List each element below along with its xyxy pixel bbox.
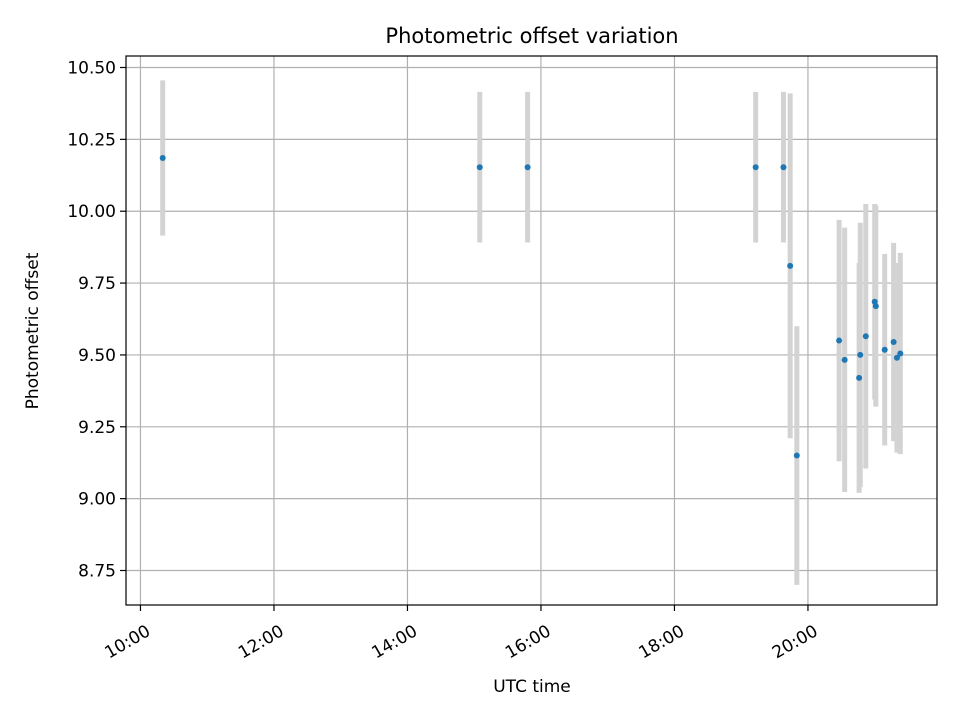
data-point xyxy=(159,155,166,162)
y-tick-label: 10.00 xyxy=(67,202,116,222)
y-tick-label: 10.25 xyxy=(67,130,116,150)
data-point xyxy=(890,338,897,345)
y-tick-label: 9.25 xyxy=(78,418,116,438)
y-axis-label: Photometric offset xyxy=(23,252,43,409)
data-point xyxy=(524,164,531,171)
plot-frame xyxy=(125,55,938,606)
data-point xyxy=(476,164,483,171)
data-point xyxy=(881,346,888,353)
y-tick-label: 10.50 xyxy=(67,58,116,78)
y-tick-label: 9.00 xyxy=(78,490,116,510)
data-point xyxy=(836,337,843,344)
chart-title: Photometric offset variation xyxy=(385,24,678,48)
data-point xyxy=(780,164,787,171)
y-tick-label: 8.75 xyxy=(78,562,116,582)
data-points xyxy=(159,155,904,459)
data-point xyxy=(872,303,879,310)
y-tick-label: 9.50 xyxy=(78,346,116,366)
data-point xyxy=(856,374,863,381)
data-point xyxy=(793,452,800,459)
data-point xyxy=(857,351,864,358)
data-point xyxy=(752,164,759,171)
data-point xyxy=(787,262,794,269)
data-point xyxy=(893,354,900,361)
plot-area xyxy=(126,56,937,605)
x-axis-label: UTC time xyxy=(493,677,571,697)
data-point xyxy=(862,333,869,340)
y-tick-label: 9.75 xyxy=(78,274,116,294)
data-point xyxy=(841,356,848,363)
grid xyxy=(126,56,937,605)
data-point xyxy=(897,350,904,357)
y-axis-ticks: 8.75 9.00 9.25 9.50 9.75 10.00 10.25 10.50 xyxy=(67,58,126,582)
